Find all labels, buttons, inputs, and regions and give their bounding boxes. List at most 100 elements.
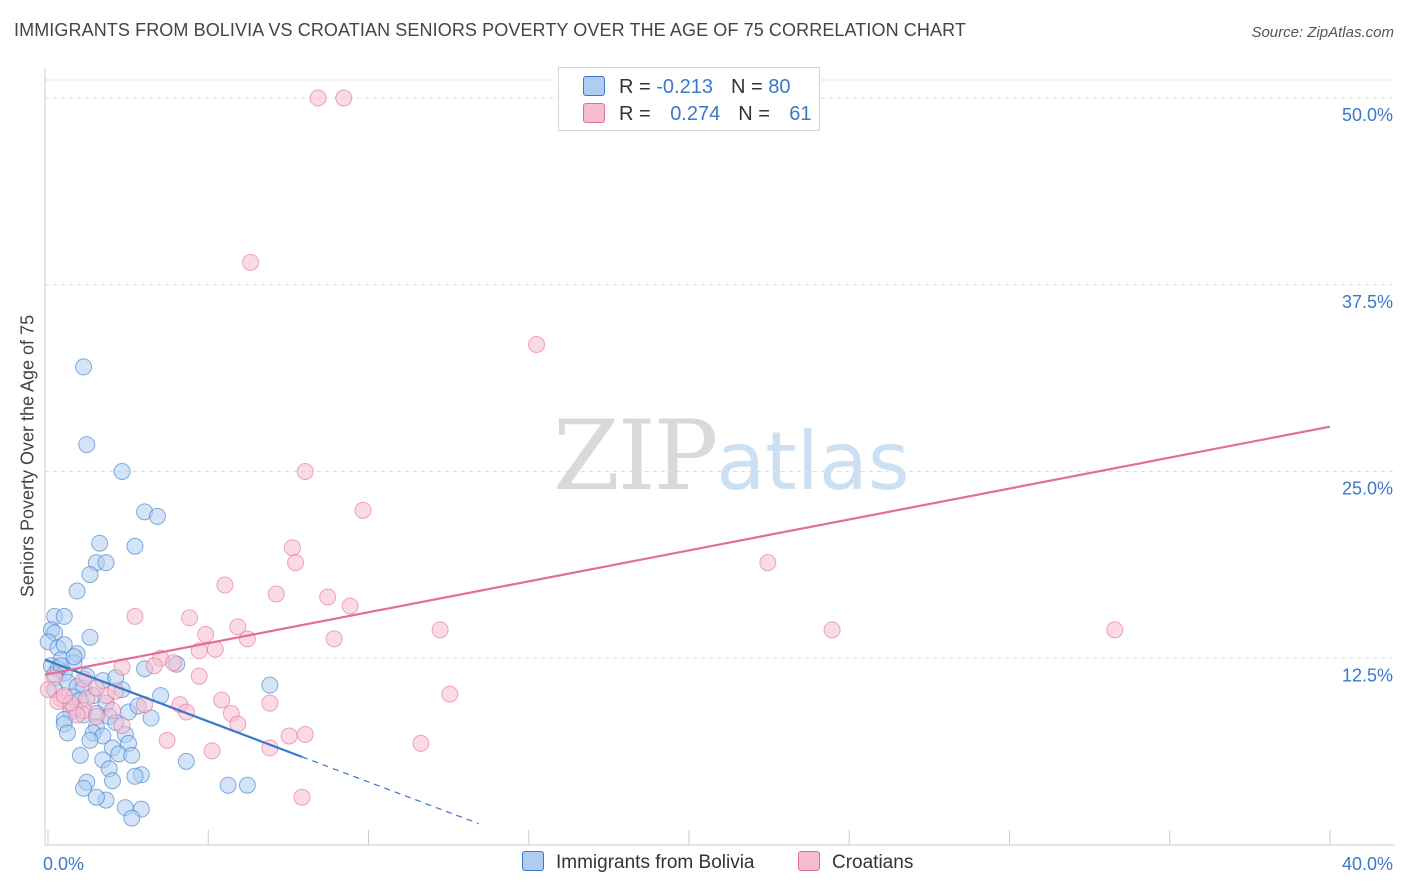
croatians-point — [528, 336, 546, 354]
croatians-point — [261, 694, 279, 712]
bolivia-point — [123, 746, 141, 764]
croatians-point — [55, 687, 73, 705]
legend-n-value: 80 — [768, 76, 791, 98]
croatians-point — [213, 691, 231, 709]
croatians-point — [759, 554, 777, 572]
croatians-point — [87, 679, 105, 697]
croatians-point — [181, 609, 199, 627]
croatians-point — [216, 576, 234, 594]
croatians-trend-line — [44, 425, 1331, 676]
croatians-point — [103, 702, 121, 720]
bottom-legend-swatch-blue — [522, 851, 544, 871]
y-tick-label: 12.5% — [1342, 665, 1393, 685]
x-tick-label: 40.0% — [1342, 854, 1393, 874]
croatians-point — [325, 630, 343, 648]
croatians-point — [354, 501, 372, 519]
croatians-point — [431, 621, 449, 639]
y-tick-label: 37.5% — [1342, 292, 1393, 312]
croatians-point — [412, 734, 430, 752]
bolivia-point — [238, 776, 256, 794]
legend-row-croatians: R = 0.274 N = 61 — [583, 103, 812, 126]
croatians-point — [238, 630, 256, 648]
chart-title: IMMIGRANTS FROM BOLIVIA VS CROATIAN SENI… — [14, 20, 966, 40]
legend-n-label: N = — [738, 103, 776, 125]
bolivia-point — [91, 534, 109, 552]
bolivia-point — [75, 779, 93, 797]
bolivia-point — [65, 648, 83, 666]
legend-row-bolivia: R = -0.213 N = 80 — [583, 76, 790, 99]
croatians-point — [39, 681, 57, 699]
croatians-point — [296, 725, 314, 743]
croatians-point — [197, 625, 215, 643]
legend-n-label: N = — [730, 76, 769, 98]
bolivia-trend-line — [44, 658, 303, 758]
bolivia-point — [71, 746, 89, 764]
croatians-point — [87, 708, 105, 726]
croatians-point — [296, 463, 314, 480]
source-label: Source: ZipAtlas.com — [1251, 24, 1394, 41]
bolivia-point — [78, 436, 96, 454]
bolivia-point — [219, 776, 237, 794]
correlation-legend: R = -0.213 N = 80 R = 0.274 N = 61 — [558, 67, 820, 131]
croatians-point — [1106, 621, 1124, 639]
croatians-point — [293, 788, 311, 806]
bolivia-point — [261, 676, 279, 694]
croatians-point — [113, 716, 131, 734]
bottom-legend-bolivia: Immigrants from Bolivia — [522, 851, 755, 874]
croatians-point — [242, 253, 260, 271]
croatians-point — [309, 89, 327, 107]
legend-n-value: 61 — [789, 103, 812, 125]
croatians-point — [341, 597, 359, 615]
croatians-point — [126, 607, 144, 625]
bolivia-point — [148, 507, 166, 525]
bolivia-point — [177, 752, 195, 770]
croatians-point — [145, 657, 163, 675]
bolivia-point — [58, 724, 76, 742]
bottom-legend-croatians: Croatians — [798, 851, 913, 874]
legend-r-label: R = — [619, 103, 657, 125]
bottom-legend-label: Immigrants from Bolivia — [556, 852, 755, 873]
bolivia-point — [87, 788, 105, 806]
bolivia-point — [103, 772, 121, 790]
legend-swatch-pink — [583, 103, 605, 123]
bolivia-trend-extension — [301, 756, 479, 825]
x-tick-label: 0.0% — [43, 854, 84, 874]
croatians-point — [203, 742, 221, 760]
watermark: ZIPatlas — [553, 400, 910, 512]
bolivia-point — [126, 537, 144, 555]
bolivia-point — [75, 358, 93, 376]
legend-r-label: R = — [619, 76, 657, 98]
croatians-point — [335, 89, 353, 107]
legend-r-value: -0.213 — [656, 76, 713, 98]
bottom-legend-swatch-pink — [798, 851, 820, 871]
bolivia-point — [126, 767, 144, 785]
legend-swatch-blue — [583, 76, 605, 96]
croatians-point — [229, 618, 247, 636]
bolivia-point — [113, 463, 131, 480]
bolivia-point — [81, 628, 99, 646]
croatians-point — [441, 685, 459, 703]
croatians-point — [283, 539, 301, 557]
croatians-point — [267, 585, 285, 603]
bolivia-point — [81, 566, 99, 584]
bolivia-point — [81, 731, 99, 749]
croatians-point — [190, 667, 208, 685]
y-axis-label: Seniors Poverty Over the Age of 75 — [17, 314, 38, 598]
y-tick-label: 25.0% — [1342, 479, 1393, 499]
croatians-point — [823, 621, 841, 639]
croatians-point — [158, 731, 176, 749]
croatians-point — [280, 727, 298, 745]
watermark-atlas: atlas — [716, 415, 910, 508]
bolivia-point — [97, 554, 115, 572]
watermark-zip: ZIP — [553, 400, 718, 512]
croatians-point — [165, 654, 182, 672]
bolivia-point — [68, 582, 86, 600]
bottom-legend-label: Croatians — [832, 852, 914, 873]
legend-r-value: 0.274 — [670, 103, 721, 125]
bolivia-point — [123, 809, 141, 827]
croatians-point — [319, 588, 337, 606]
y-tick-label: 50.0% — [1342, 105, 1393, 125]
croatians-point — [287, 554, 305, 572]
bolivia-point — [55, 607, 73, 625]
